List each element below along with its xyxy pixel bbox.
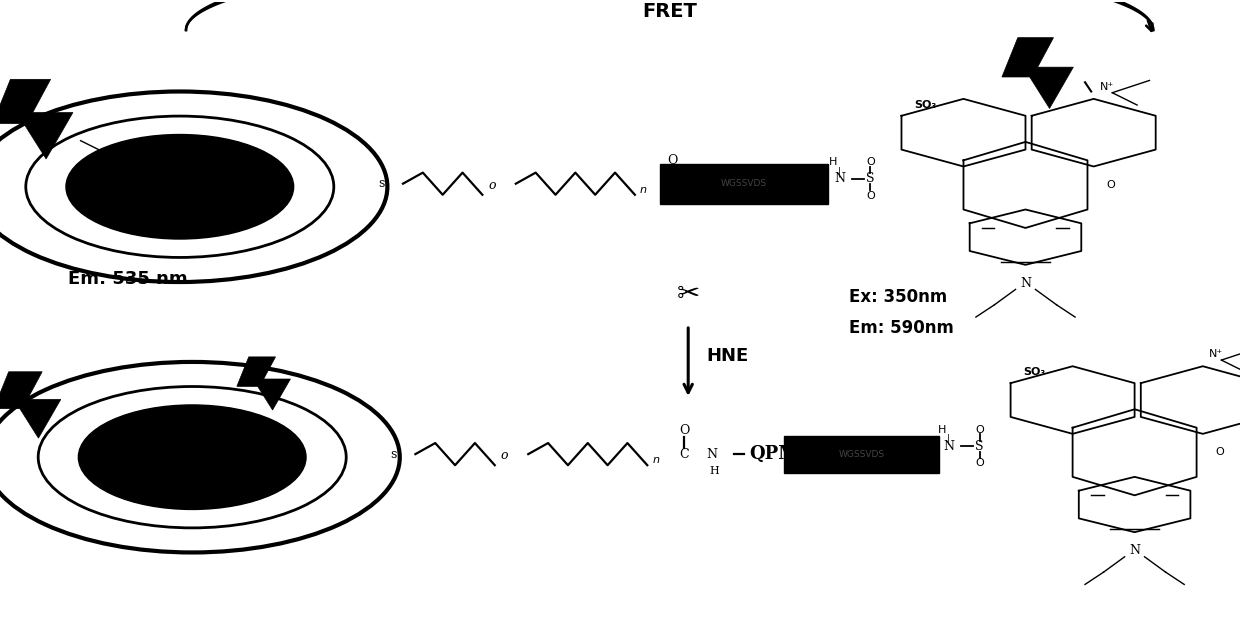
Text: O: O (866, 157, 875, 167)
Text: FRET: FRET (642, 2, 697, 21)
Polygon shape (237, 357, 290, 410)
Text: O: O (975, 458, 985, 468)
Text: WGSSVDS: WGSSVDS (838, 450, 885, 458)
Ellipse shape (26, 116, 334, 257)
Text: O: O (1215, 447, 1224, 457)
Text: O: O (975, 424, 985, 434)
Text: N⁺: N⁺ (1209, 349, 1223, 359)
Text: Em: 535 nm: Em: 535 nm (68, 270, 187, 288)
Text: WGSSVDS: WGSSVDS (720, 179, 768, 188)
Text: SO₃: SO₃ (1023, 367, 1045, 378)
Text: s: s (378, 177, 384, 190)
Ellipse shape (78, 405, 306, 510)
Text: H: H (697, 196, 707, 206)
Text: S: S (867, 172, 874, 185)
Text: Ex: 350nm: Ex: 350nm (849, 288, 947, 307)
Ellipse shape (38, 386, 346, 528)
Ellipse shape (66, 135, 294, 239)
Text: QPMAV: QPMAV (749, 445, 825, 463)
Text: S: S (976, 440, 983, 453)
Bar (660, 164, 828, 204)
Ellipse shape (0, 362, 399, 552)
Text: N: N (1130, 544, 1140, 557)
Text: H: H (709, 466, 719, 476)
Text: O: O (1106, 180, 1115, 190)
Text: O: O (680, 424, 689, 437)
Text: ✂: ✂ (677, 280, 699, 308)
Text: |: | (838, 166, 841, 176)
Text: O: O (866, 191, 875, 201)
Text: C: C (680, 447, 689, 461)
Text: H: H (939, 424, 946, 434)
Text: SO₃: SO₃ (914, 100, 936, 110)
Text: N: N (835, 172, 844, 185)
Text: C: C (667, 177, 677, 190)
Text: N: N (694, 177, 706, 190)
Text: H: H (830, 157, 837, 167)
Text: |: | (947, 434, 950, 444)
Text: ZnS: ZnS (164, 144, 196, 159)
Polygon shape (0, 80, 73, 159)
Text: N: N (1021, 277, 1030, 290)
Text: n: n (640, 185, 647, 195)
Ellipse shape (0, 91, 387, 282)
Text: QPMAV: QPMAV (737, 175, 812, 193)
Text: o: o (489, 179, 496, 192)
Text: Em: 590nm: Em: 590nm (849, 319, 955, 337)
Bar (784, 436, 940, 473)
Text: N: N (707, 447, 718, 461)
Text: s: s (391, 447, 397, 461)
Text: HNE: HNE (707, 347, 749, 365)
Polygon shape (1002, 38, 1074, 109)
Text: o: o (501, 449, 508, 463)
Text: N: N (944, 440, 954, 453)
Text: O: O (667, 154, 677, 167)
Polygon shape (0, 372, 61, 438)
Text: ZnS: ZnS (176, 415, 208, 429)
Text: N⁺: N⁺ (1100, 81, 1114, 91)
Text: n: n (652, 455, 660, 465)
